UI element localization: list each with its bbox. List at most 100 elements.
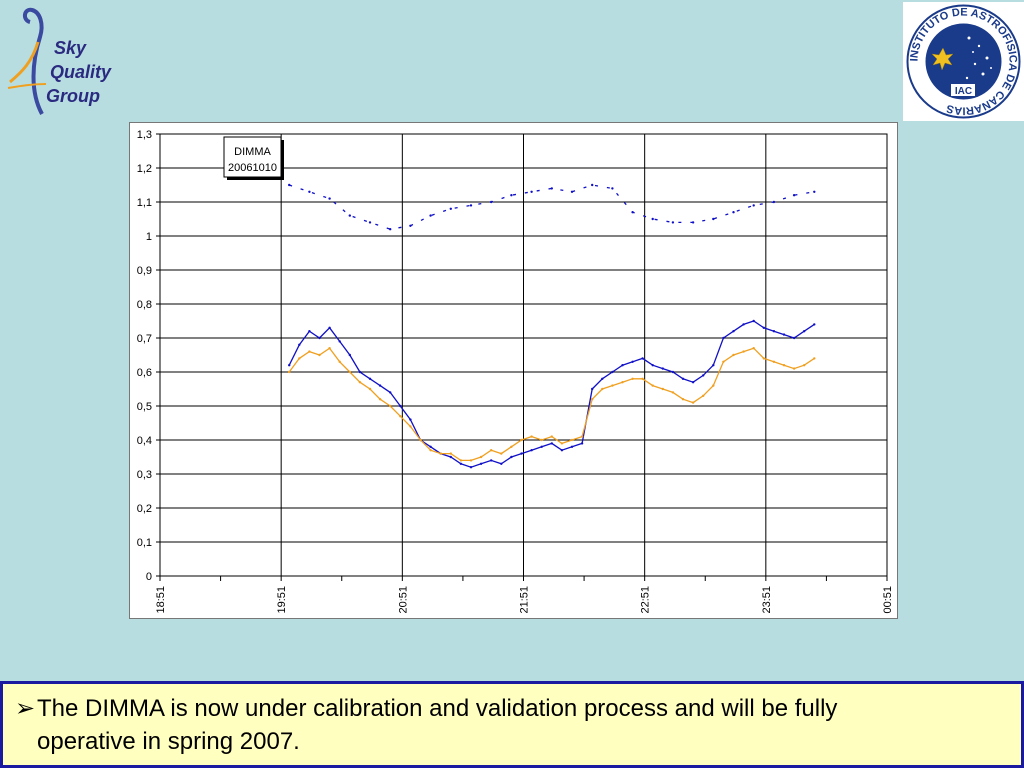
series-1-point: [368, 377, 372, 380]
y-tick-label: 1,3: [137, 129, 152, 141]
series-1-point: [621, 364, 624, 367]
series-2-point: [752, 347, 755, 350]
series-2-point: [691, 401, 695, 404]
series-2-point: [449, 452, 452, 455]
annotation-line-1: DIMMA: [234, 146, 271, 158]
y-tick-label: 0,3: [137, 469, 152, 481]
sun-icon: [931, 47, 954, 71]
series-1-point: [479, 462, 483, 465]
series-1-point: [308, 330, 311, 333]
series-3-point: [631, 211, 634, 214]
series-1-point: [510, 455, 513, 459]
series-1-point: [681, 377, 685, 380]
series-3-point: [530, 190, 533, 193]
series-2-point: [399, 415, 402, 418]
series-2-point: [651, 384, 654, 387]
series-1-point: [328, 326, 331, 329]
series-3-point: [469, 204, 473, 207]
plot-frame: [159, 133, 888, 577]
y-tick-label: 0,4: [137, 435, 152, 447]
series-3-point: [409, 224, 412, 227]
series-2-point: [288, 370, 291, 374]
series-2-point: [601, 387, 604, 391]
note-line-1: The DIMMA is now under calibration and v…: [37, 695, 838, 722]
series-2-point: [611, 384, 614, 387]
series-3-point: [792, 194, 796, 197]
series-2-point: [742, 350, 745, 353]
seeing-chart: 0 0,1 0,2 0,3 0,4 0,5 0,6 0,7 0,8 0,9 1 1,1 1,2 1,3 18…: [137, 129, 894, 614]
x-tick-label: 22:51: [640, 586, 652, 614]
series-3-point: [510, 194, 513, 197]
series-3-point: [389, 228, 392, 231]
series-2-point: [439, 452, 442, 455]
series-3-point: [671, 221, 675, 224]
series-1-point: [298, 343, 301, 346]
series-2-point: [550, 435, 553, 438]
series-2-point: [540, 438, 543, 442]
series-1-point: [570, 445, 574, 448]
y-tick-label: 1: [146, 231, 152, 243]
series-1-point: [550, 442, 553, 445]
series-2-point: [732, 353, 735, 357]
series-3-point: [712, 217, 715, 221]
series-1-point: [520, 452, 523, 455]
series-1-point: [611, 370, 614, 374]
series-1-point: [560, 449, 564, 452]
series-2-point: [328, 347, 331, 350]
series-1-point: [580, 442, 584, 445]
series-2-point: [479, 455, 483, 459]
series-1-point: [318, 336, 321, 340]
series-2-point: [580, 435, 584, 438]
series-2-point: [510, 445, 513, 448]
series-1-point: [631, 360, 634, 363]
series-line-1: [288, 320, 815, 468]
y-tick-label: 0,5: [137, 401, 152, 413]
y-tick-label: 0,6: [137, 367, 152, 379]
y-tick-label: 0,7: [137, 333, 152, 345]
series-1-point: [691, 381, 695, 384]
series-2-point: [500, 452, 503, 455]
series-2-point: [681, 398, 685, 401]
iac-seal: INSTITUTO DE ASTROFISICA DE CANARIAS IAC: [903, 2, 1024, 121]
series-2-point: [530, 435, 533, 438]
y-tick-label: 0,1: [137, 537, 152, 549]
logo-swoosh-icon: [23, 7, 44, 115]
x-tick-label: 20:51: [397, 586, 409, 614]
y-tick-label: 0,8: [137, 299, 152, 311]
series-2-point: [520, 438, 523, 442]
series-2-point: [560, 442, 564, 445]
series-1-point: [378, 384, 382, 387]
series-2-point: [631, 377, 634, 380]
x-tick-label: 19:51: [276, 586, 288, 614]
annotation-line-2: 20061010: [228, 162, 277, 174]
series-1-point: [469, 466, 473, 469]
sky-quality-group-logo: Sky Quality Group: [7, 7, 112, 115]
series-2-point: [792, 367, 796, 370]
series-1-point: [591, 387, 594, 391]
series-3-point: [651, 217, 654, 221]
series-1-point: [348, 353, 351, 357]
x-tick-label: 23:51: [761, 586, 773, 614]
logo-orange-swoosh-icon: [9, 41, 40, 84]
series-2-point: [772, 360, 776, 363]
series-2-point: [469, 459, 473, 462]
note-line-2: operative in spring 2007.: [37, 728, 300, 755]
series-1-point: [732, 330, 735, 333]
series-1-point: [338, 340, 341, 343]
series-1-point: [782, 333, 786, 336]
series-2-point: [338, 360, 341, 363]
series-2-point: [409, 425, 412, 428]
series-1-point: [601, 377, 604, 380]
series-1-point: [722, 336, 725, 340]
series-1-point: [742, 323, 745, 326]
series-1-point: [813, 323, 816, 326]
series-3-point: [772, 200, 776, 204]
series-1-point: [429, 445, 432, 448]
axes: 0 0,1 0,2 0,3 0,4 0,5 0,6 0,7 0,8 0,9 1 1,1 1,2 1,3 18…: [137, 129, 894, 614]
series-1-point: [661, 367, 664, 370]
note-box: ➢The DIMMA is now under calibration and …: [0, 681, 1024, 768]
series-1-point: [288, 364, 291, 367]
series-2-point: [671, 391, 675, 394]
series-2-point: [712, 384, 715, 387]
series-2-point: [429, 449, 432, 452]
